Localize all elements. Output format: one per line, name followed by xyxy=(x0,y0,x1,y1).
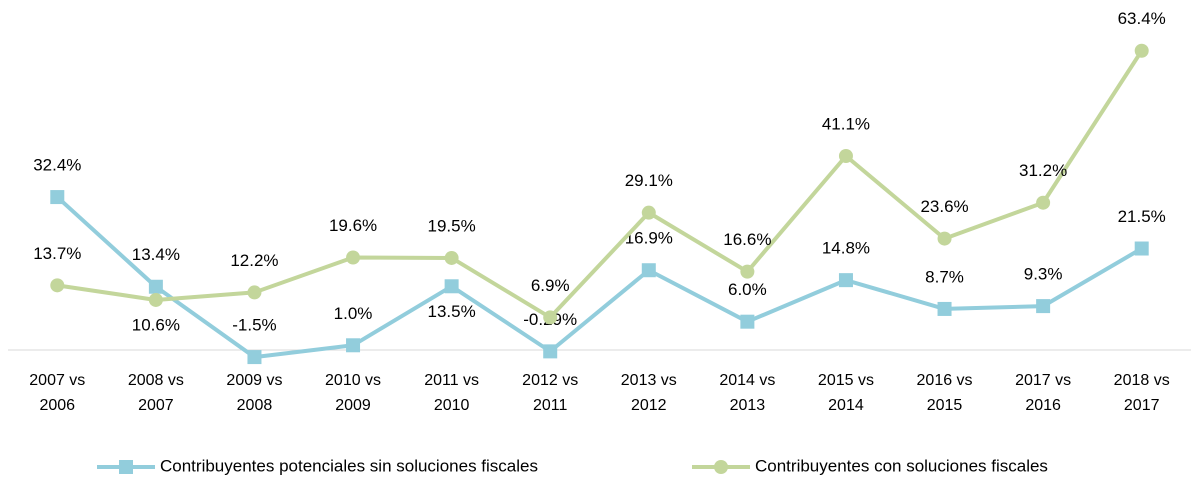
data-label: -1.5% xyxy=(232,316,276,335)
marker xyxy=(740,264,755,279)
x-tick-label: 2018 vs 2017 xyxy=(1114,372,1170,414)
data-label: 13.5% xyxy=(428,302,476,321)
marker xyxy=(444,250,459,265)
marker xyxy=(346,250,361,265)
data-label: 63.4% xyxy=(1118,9,1166,28)
marker xyxy=(50,190,65,205)
legend-marker xyxy=(714,460,728,474)
marker xyxy=(641,263,656,278)
data-label: 21.5% xyxy=(1118,207,1166,226)
x-tick-label: 2007 vs 2006 xyxy=(29,372,85,414)
data-label: 32.4% xyxy=(33,156,81,175)
x-tick-label: 2016 vs 2015 xyxy=(917,372,973,414)
legend-marker xyxy=(119,460,133,474)
data-label: 8.7% xyxy=(925,267,964,286)
data-label: 13.7% xyxy=(33,244,81,263)
x-tick-label: 2014 vs 2013 xyxy=(719,372,775,414)
data-label: 31.2% xyxy=(1019,161,1067,180)
data-label: 23.6% xyxy=(920,197,968,216)
marker xyxy=(148,292,163,307)
data-label: 9.3% xyxy=(1024,265,1063,284)
marker xyxy=(346,338,361,353)
data-label: 1.0% xyxy=(334,304,373,323)
marker xyxy=(247,350,262,365)
data-label: 41.1% xyxy=(822,114,870,133)
x-tick-label: 2008 vs 2007 xyxy=(128,372,184,414)
marker xyxy=(838,149,853,164)
data-label: 29.1% xyxy=(625,171,673,190)
marker xyxy=(50,278,65,293)
data-label: 13.4% xyxy=(132,245,180,264)
data-label: 6.0% xyxy=(728,280,767,299)
marker xyxy=(1134,241,1149,256)
x-tick-label: 2015 vs 2014 xyxy=(818,372,874,414)
data-label: 10.6% xyxy=(132,315,180,334)
marker xyxy=(838,273,853,288)
marker xyxy=(937,231,952,246)
data-label: 6.9% xyxy=(531,276,570,295)
marker xyxy=(543,310,558,325)
data-label: 19.5% xyxy=(428,216,476,235)
marker xyxy=(641,205,656,220)
marker xyxy=(444,279,459,294)
data-label: 16.6% xyxy=(723,230,771,249)
legend-label: Contribuyentes potenciales sin solucione… xyxy=(160,456,538,475)
x-tick-label: 2012 vs 2011 xyxy=(522,372,578,414)
marker xyxy=(937,301,952,316)
line xyxy=(56,49,1144,320)
x-tick-label: 2013 vs 2012 xyxy=(621,372,677,414)
data-label: 14.8% xyxy=(822,239,870,258)
x-tick-label: 2009 vs 2008 xyxy=(226,372,282,414)
data-label: 19.6% xyxy=(329,216,377,235)
line xyxy=(55,195,1143,360)
data-label: 16.9% xyxy=(625,229,673,248)
marker xyxy=(247,285,262,300)
data-label: 12.2% xyxy=(230,251,278,270)
marker xyxy=(543,344,558,359)
legend-label: Contribuyentes con soluciones fiscales xyxy=(755,456,1048,475)
x-tick-label: 2010 vs 2009 xyxy=(325,372,381,414)
marker xyxy=(1036,195,1051,210)
x-tick-label: 2017 vs 2016 xyxy=(1015,372,1071,414)
marker xyxy=(1134,43,1149,58)
x-tick-label: 2011 vs 2010 xyxy=(424,372,479,414)
marker xyxy=(740,314,755,329)
marker xyxy=(1036,299,1051,314)
marker xyxy=(148,279,163,294)
